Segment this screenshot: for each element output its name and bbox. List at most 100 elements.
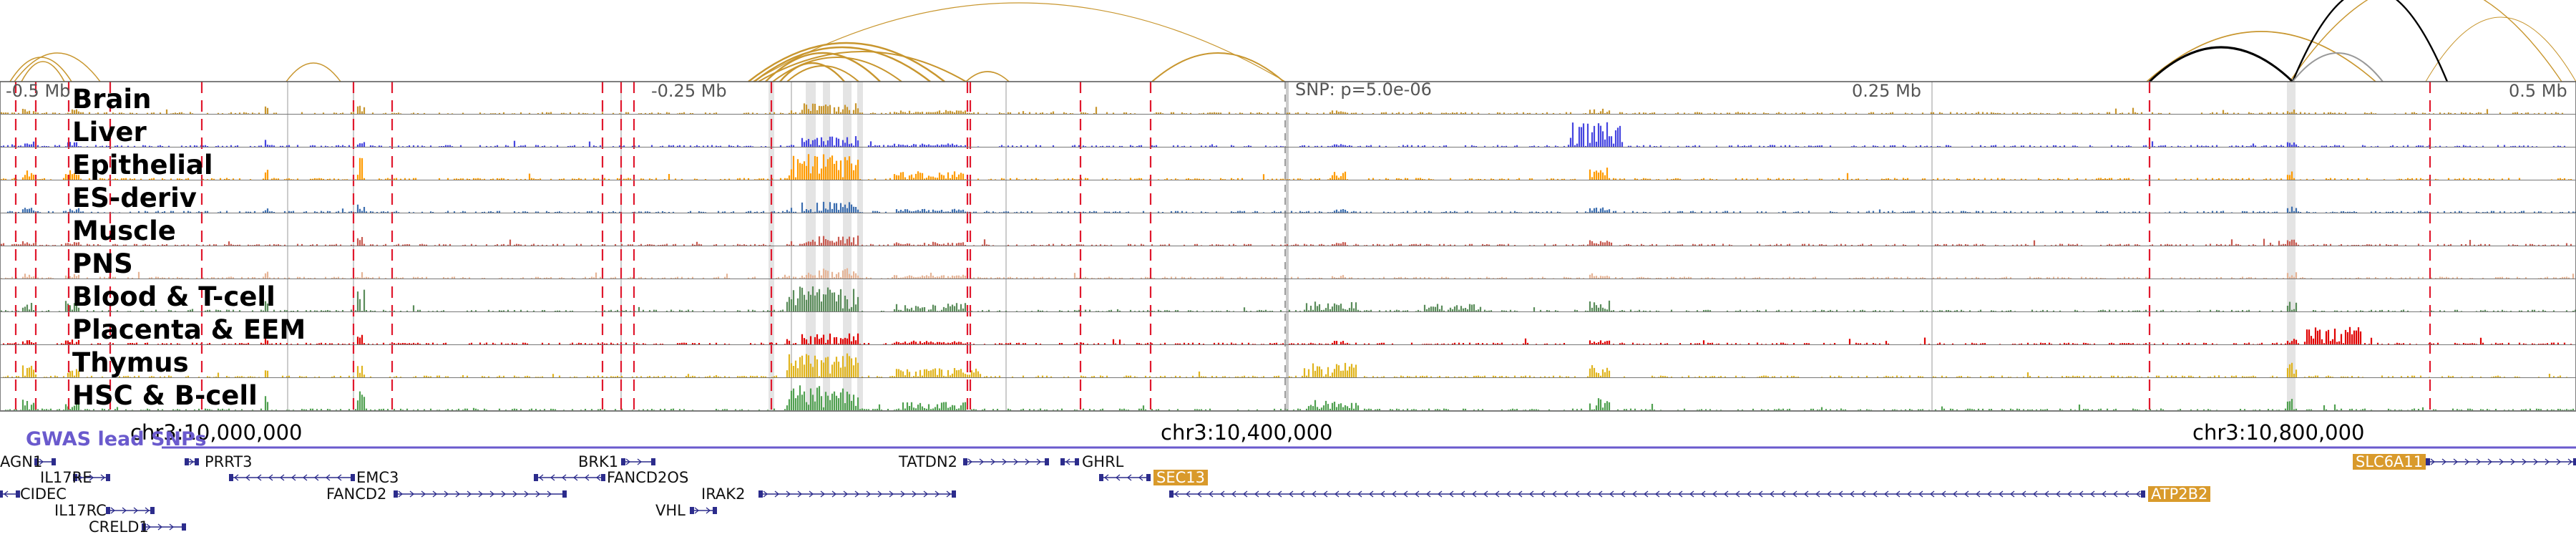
interaction-arc [14, 52, 101, 82]
gene-strand-arrow [1941, 490, 1946, 498]
gene-strand-arrow [2567, 458, 2573, 465]
gene-strand-arrow [820, 490, 826, 498]
gene-strand-arrow [706, 507, 711, 514]
gene-strand-arrow [797, 490, 803, 498]
gene-strand-arrow [1654, 490, 1660, 498]
gene-strand-arrow [2055, 490, 2061, 498]
interaction-arc [765, 52, 881, 82]
gene-strand-arrow [935, 490, 940, 498]
gene-strand-arrow [2545, 458, 2550, 465]
gene-strand-arrow [409, 490, 415, 498]
gene-strand-arrow [1391, 490, 1397, 498]
gene-strand-arrow [1849, 490, 1855, 498]
gene-strand-arrow [1460, 490, 1465, 498]
gene-strand-arrow [1952, 490, 1958, 498]
gene-strand-arrow [1437, 490, 1443, 498]
gene-exon [963, 458, 967, 465]
gene-strand-arrow [1494, 490, 1500, 498]
offset-axis [0, 81, 2576, 412]
gene-strand-arrow [1126, 474, 1132, 481]
gene-strand-arrow [1311, 490, 1317, 498]
gene-model-slc6a11 [2426, 458, 2576, 465]
gene-model-prrt3 [185, 458, 199, 465]
signal-bars [2, 353, 2568, 377]
gene-strand-arrow [1666, 490, 1672, 498]
gene-strand-arrow [478, 490, 484, 498]
gene-strand-arrow [946, 490, 952, 498]
signal-bars [0, 122, 2566, 147]
gene-strand-arrow [1334, 490, 1340, 498]
gene-strand-arrow [1002, 458, 1008, 465]
gene-exon [2573, 458, 2576, 465]
gene-strand-arrow [694, 507, 700, 514]
gene-exon [16, 490, 20, 498]
gene-strand-arrow [2112, 490, 2118, 498]
gene-strand-arrow [1517, 490, 1523, 498]
gene-strand-arrow [291, 474, 296, 481]
gene-strand-arrow [809, 490, 814, 498]
signal-track-es-deriv [6, 201, 2576, 213]
gene-exon [351, 474, 355, 481]
gene-strand-arrow [1174, 490, 1179, 498]
gene-exon [2426, 458, 2430, 465]
gene-strand-arrow [572, 474, 578, 481]
gene-strand-arrow [900, 490, 906, 498]
gene-strand-arrow [2124, 490, 2129, 498]
gene-track [0, 458, 2576, 531]
gene-strand-arrow [1746, 490, 1752, 498]
gene-strand-arrow [256, 474, 262, 481]
gene-strand-arrow [967, 458, 973, 465]
gene-exon [690, 507, 694, 514]
gene-strand-arrow [1185, 490, 1191, 498]
gene-strand-arrow [169, 523, 175, 531]
signal-track-placenta-eem [2, 326, 2572, 344]
gene-strand-arrow [877, 490, 883, 498]
interaction-arc [2146, 31, 2376, 82]
gene-strand-arrow [110, 507, 116, 514]
gene-strand-arrow [89, 474, 94, 481]
gene-strand-arrow [1586, 490, 1591, 498]
gene-exon [106, 474, 110, 481]
marker-lines [14, 82, 2431, 411]
gene-strand-arrow [1231, 490, 1236, 498]
gene-strand-arrow [1277, 490, 1282, 498]
gene-strand-arrow [1448, 490, 1454, 498]
gene-exon [52, 458, 56, 465]
gene-strand-arrow [146, 523, 152, 531]
gene-strand-arrow [1597, 490, 1603, 498]
gene-exon [73, 474, 77, 481]
gene-exon [394, 490, 398, 498]
gene-model-il17rc [106, 507, 155, 514]
gene-strand-arrow [1115, 474, 1121, 481]
gene-strand-arrow [979, 458, 985, 465]
gene-model-atp2b2 [1169, 490, 2145, 498]
gene-strand-arrow [1700, 490, 1706, 498]
gene-strand-arrow [313, 474, 319, 481]
gene-strand-arrow [1975, 490, 1981, 498]
gene-strand-arrow [1506, 490, 1511, 498]
signal-bars [0, 154, 2572, 180]
signal-track-muscle [0, 236, 2572, 246]
gene-model-tatdn2 [963, 458, 1049, 465]
gene-strand-arrow [2499, 458, 2504, 465]
interaction-arc [779, 62, 845, 82]
signal-bars [6, 201, 2576, 213]
gene-strand-arrow [2135, 490, 2141, 498]
gene-strand-arrow [279, 474, 285, 481]
gene-strand-arrow [421, 490, 426, 498]
gene-strand-arrow [1631, 490, 1637, 498]
interaction-arc [2289, 0, 2562, 82]
gene-strand-arrow [1609, 490, 1614, 498]
gene-strand-arrow [1792, 490, 1797, 498]
signal-bars [0, 268, 2575, 279]
gene-strand-arrow [561, 474, 567, 481]
gene-model-emc3 [229, 474, 355, 481]
gene-strand-arrow [1299, 490, 1305, 498]
interaction-arc-highlight [2291, 0, 2449, 82]
gene-strand-arrow [1769, 490, 1775, 498]
gene-strand-arrow [2032, 490, 2038, 498]
gene-strand-arrow [233, 474, 239, 481]
gene-exon [142, 523, 146, 531]
gene-model-creld1 [142, 523, 186, 531]
